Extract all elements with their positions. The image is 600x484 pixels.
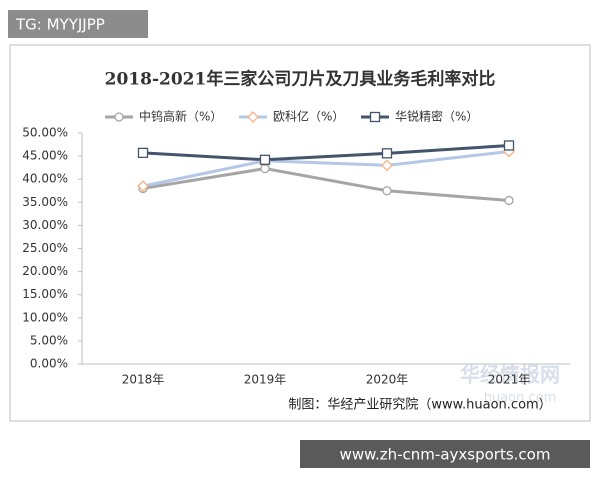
marker bbox=[259, 154, 271, 165]
y-tick-label: 15.00% bbox=[22, 287, 68, 301]
y-tick-label: 30.00% bbox=[22, 218, 68, 232]
legend-label: 欧科亿（%） bbox=[273, 109, 344, 124]
marker bbox=[114, 112, 124, 122]
marker bbox=[382, 186, 392, 196]
marker bbox=[503, 140, 515, 151]
legend-label: 中钨高新（%） bbox=[139, 109, 222, 124]
watermark: 华经情报网 bbox=[460, 363, 560, 387]
series-line bbox=[142, 149, 510, 188]
y-tick-label: 10.00% bbox=[22, 310, 68, 324]
chart-frame bbox=[9, 44, 591, 422]
series-line bbox=[142, 167, 510, 202]
marker bbox=[381, 159, 393, 172]
watermark-url: huaon.com bbox=[484, 391, 557, 406]
y-tick-label: 5.00% bbox=[30, 333, 68, 347]
y-tick-label: 0.00% bbox=[30, 357, 68, 371]
x-tick-label: 2020年 bbox=[366, 373, 409, 387]
x-tick-label: 2018年 bbox=[122, 373, 165, 387]
marker bbox=[369, 111, 381, 123]
series-line bbox=[142, 143, 510, 162]
chart-title: 2018-2021年三家公司刀片及刀具业务毛利率对比 bbox=[105, 69, 496, 90]
marker bbox=[247, 111, 259, 123]
x-tick-label: 2021年 bbox=[488, 373, 531, 387]
y-tick-label: 40.00% bbox=[22, 172, 68, 186]
y-tick-label: 35.00% bbox=[22, 195, 68, 209]
y-tick-label: 25.00% bbox=[22, 241, 68, 255]
marker bbox=[137, 147, 149, 159]
legend-label: 华锐精密（%） bbox=[395, 109, 478, 124]
source: 制图：华经产业研究院（www.huaon.com） bbox=[288, 398, 551, 413]
marker bbox=[504, 195, 514, 206]
y-tick-label: 45.00% bbox=[22, 149, 68, 163]
y-tick-label: 50.00% bbox=[22, 126, 68, 140]
banner-box bbox=[300, 440, 590, 468]
marker bbox=[137, 180, 149, 193]
badge: TG: MYYJJPP bbox=[15, 16, 105, 34]
y-tick-label: 20.00% bbox=[22, 264, 68, 278]
banner: www.zh-cnm-ayxsports.com bbox=[340, 446, 551, 464]
x-tick-label: 2019年 bbox=[244, 373, 287, 387]
marker bbox=[381, 148, 393, 159]
badge-box bbox=[8, 10, 148, 38]
